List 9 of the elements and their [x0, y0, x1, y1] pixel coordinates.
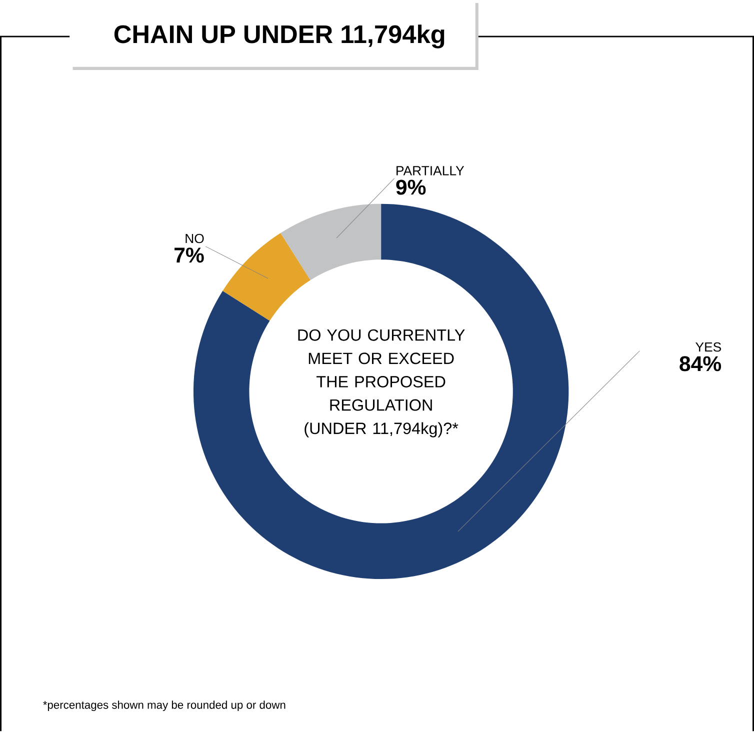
text: DO YOU CURRENTLY MEET OR EXCEED THE PROPOSED REGULATION (UNDER 11,794kg)?*	[298, 329, 465, 438]
slice-label: YES	[696, 342, 722, 352]
slice-label: NO	[186, 234, 204, 244]
data-label: 7%	[174, 248, 204, 263]
chart-title: CHAIN UP UNDER 11,794kg	[114, 24, 444, 48]
data-label: 9%	[396, 180, 426, 195]
text: *percentages shown may be rounded up or down	[43, 700, 286, 712]
data-label: 84%	[680, 356, 722, 372]
slice-label: PARTIALLY	[396, 166, 464, 176]
